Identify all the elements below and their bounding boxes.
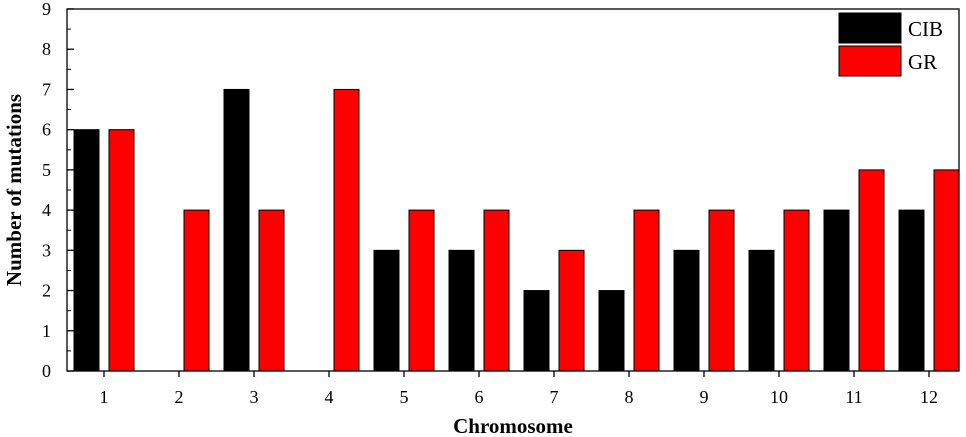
bar-cib-11	[823, 209, 850, 372]
bars-layer	[73, 88, 960, 372]
bar-cib-12	[898, 209, 925, 372]
x-tick-label: 7	[550, 387, 559, 407]
y-tick-label: 3	[42, 240, 51, 260]
x-tick-label: 8	[625, 387, 634, 407]
bar-gr-6	[483, 209, 510, 372]
legend-swatch-gr	[838, 45, 902, 77]
bar-gr-1	[108, 129, 135, 372]
bar-gr-5	[408, 209, 435, 372]
x-tick-label: 2	[175, 387, 184, 407]
y-tick-label: 5	[42, 160, 51, 180]
bar-cib-5	[373, 249, 400, 372]
x-tick-label: 12	[920, 387, 938, 407]
x-tick-label: 6	[475, 387, 484, 407]
bar-gr-7	[558, 249, 585, 372]
bar-gr-12	[933, 169, 960, 372]
bar-gr-4	[333, 88, 360, 372]
legend-swatch-cib	[838, 12, 902, 44]
bar-gr-8	[633, 209, 660, 372]
bar-gr-2	[183, 209, 210, 372]
legend-label-gr: GR	[908, 50, 937, 74]
bar-cib-6	[448, 249, 475, 372]
bar-gr-3	[258, 209, 285, 372]
legend: CIB GR	[838, 12, 943, 77]
x-tick-label: 9	[700, 387, 709, 407]
x-tick-label: 5	[400, 387, 409, 407]
y-tick-label: 7	[42, 79, 51, 99]
x-tick-label: 11	[845, 387, 862, 407]
bar-gr-10	[783, 209, 810, 372]
x-tick-label: 4	[325, 387, 334, 407]
x-tick-label: 3	[250, 387, 259, 407]
y-tick-label: 0	[42, 361, 51, 381]
y-tick-label: 8	[42, 39, 51, 59]
bar-cib-3	[223, 88, 250, 372]
y-tick-label: 2	[42, 281, 51, 301]
bar-cib-10	[748, 249, 775, 372]
x-axis-title: Chromosome	[453, 414, 573, 437]
bar-cib-9	[673, 249, 700, 372]
y-axis: 0 1 2 3 4 5 6 7 8 9	[42, 0, 74, 381]
bar-cib-7	[523, 290, 550, 372]
y-tick-label: 1	[42, 321, 51, 341]
y-tick-label: 6	[42, 120, 51, 140]
bar-gr-11	[858, 169, 885, 372]
y-tick-label: 4	[42, 200, 51, 220]
x-tick-label: 10	[770, 387, 788, 407]
x-axis: 1 2 3 4 5 6 7 8 9 10 11 12	[100, 371, 938, 407]
y-tick-label: 9	[42, 0, 51, 19]
bar-gr-9	[708, 209, 735, 372]
bar-cib-8	[598, 290, 625, 372]
bar-cib-1	[73, 129, 100, 372]
y-axis-title: Number of mutations	[2, 94, 26, 286]
x-tick-label: 1	[100, 387, 109, 407]
legend-label-cib: CIB	[908, 17, 943, 41]
